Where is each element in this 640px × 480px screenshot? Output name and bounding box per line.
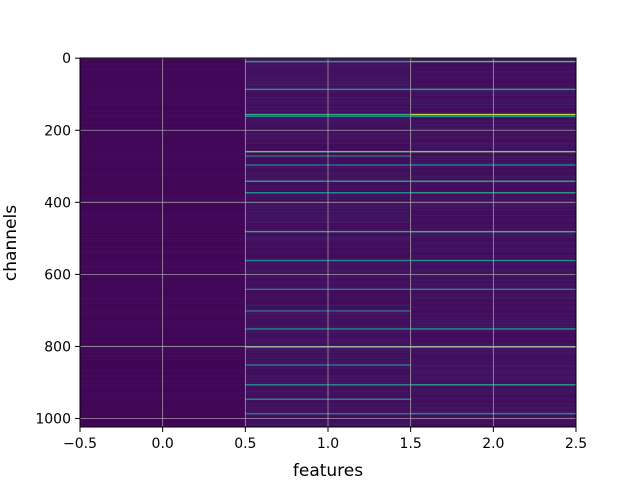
y-axis-label: channels: [1, 205, 21, 281]
y-tick-label: 1000: [35, 412, 71, 428]
x-tick-label: 2.0: [482, 436, 504, 452]
y-axis-ticks: 0 200 400 600 800 1000: [35, 51, 80, 428]
y-tick-label: 400: [44, 195, 71, 211]
y-tick-label: 0: [62, 51, 71, 67]
x-tick-label: 1.5: [400, 436, 422, 452]
x-axis-ticks: −0.5 0.0 0.5 1.0 1.5 2.0 2.5: [63, 427, 587, 452]
y-tick-label: 200: [44, 123, 71, 139]
x-tick-label: −0.5: [63, 436, 97, 452]
x-tick-label: 2.5: [565, 436, 587, 452]
x-tick-label: 0.0: [152, 436, 174, 452]
y-tick-label: 800: [44, 339, 71, 355]
y-tick-label: 600: [44, 267, 71, 283]
x-axis-label: features: [293, 461, 363, 480]
x-tick-label: 0.5: [234, 436, 256, 452]
x-tick-label: 1.0: [317, 436, 339, 452]
